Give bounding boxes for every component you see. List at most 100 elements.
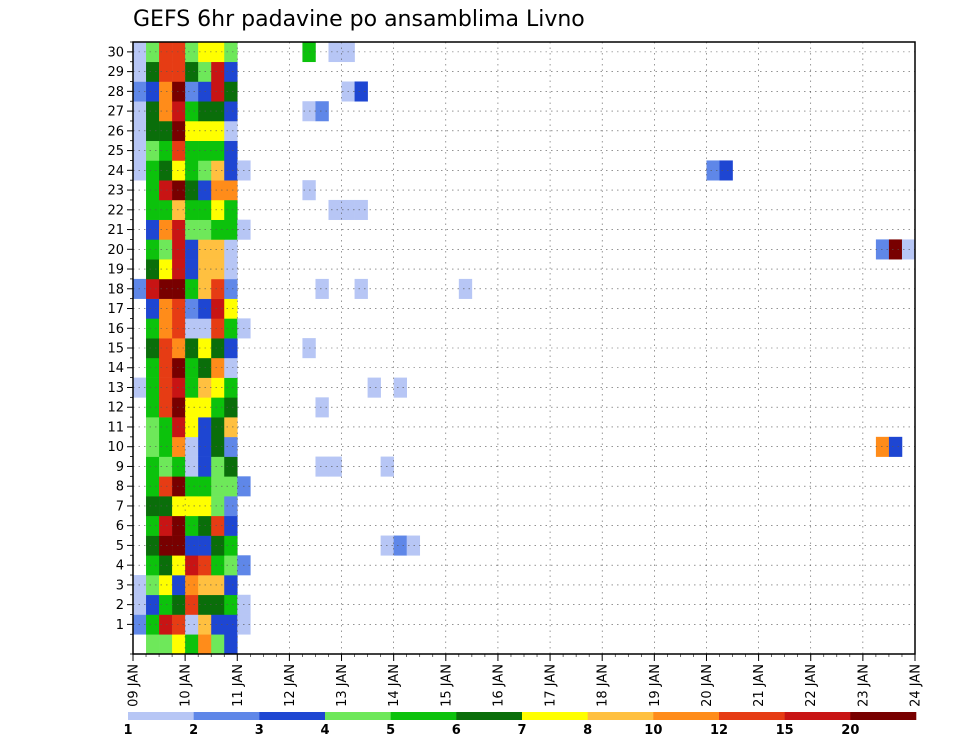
y-tick-label: 26 [107, 124, 124, 139]
heatmap-cell [172, 160, 186, 181]
y-tick-label: 22 [107, 203, 124, 218]
heatmap-cell [224, 614, 238, 635]
heatmap-cell [315, 397, 329, 418]
heatmap-cell [185, 318, 199, 339]
y-axis: 1234567891011121314151617181920212223242… [107, 41, 133, 655]
x-tick-label: 11 JAN [231, 664, 246, 707]
heatmap-cell [159, 318, 173, 339]
heatmap-cell [224, 61, 238, 82]
heatmap-cell [146, 515, 160, 536]
y-tick-label: 24 [107, 164, 124, 179]
y-tick-label: 14 [107, 361, 124, 376]
heatmap-cell [185, 397, 199, 418]
heatmap-cell [185, 61, 199, 82]
heatmap-cell [211, 634, 225, 655]
heatmap-cell [146, 199, 160, 220]
colorbar-label: 10 [644, 723, 662, 738]
heatmap-cell [146, 357, 160, 378]
heatmap-cell [159, 259, 173, 280]
heatmap-cell [211, 318, 225, 339]
heatmap-cell [185, 180, 199, 201]
heatmap-cell [146, 140, 160, 161]
heatmap-cell [328, 42, 342, 63]
gridlines [133, 42, 915, 654]
heatmap-cell [146, 318, 160, 339]
colorbar-swatch [587, 712, 654, 720]
heatmap-cell [185, 120, 199, 142]
heatmap-cell [211, 555, 225, 576]
colorbar-swatch [653, 712, 720, 720]
heatmap-cell [185, 515, 199, 536]
heatmap-cell [159, 101, 173, 122]
heatmap-cell [315, 456, 329, 477]
heatmap-cell [146, 417, 160, 438]
heatmap-cell [224, 199, 238, 220]
heatmap-cell [172, 298, 186, 319]
heatmap-cell [146, 594, 160, 615]
heatmap-cell [172, 397, 186, 418]
heatmap-cell [146, 634, 160, 655]
heatmap-cell [146, 61, 160, 82]
heatmap-cell [172, 81, 186, 102]
heatmap-cell [146, 456, 160, 477]
heatmap-cell [172, 357, 186, 378]
heatmap-cell [211, 614, 225, 635]
heatmap-cell [146, 397, 160, 418]
heatmap-cell [146, 239, 160, 260]
heatmap-cell [224, 42, 238, 63]
heatmap-cell [185, 278, 199, 299]
heatmap-cell [172, 101, 186, 122]
y-tick-label: 7 [116, 499, 124, 514]
heatmap-cell [172, 42, 186, 63]
heatmap-cell [211, 259, 225, 280]
y-tick-label: 19 [107, 263, 124, 278]
x-tick-label: 16 JAN [491, 664, 506, 707]
heatmap-cell [185, 239, 199, 260]
heatmap-cell [146, 120, 160, 142]
heatmap-cell [211, 278, 225, 299]
heatmap-cells [133, 42, 916, 655]
heatmap-cell [146, 555, 160, 576]
heatmap-cell [185, 476, 199, 497]
heatmap-cell [211, 199, 225, 220]
heatmap-cell [172, 436, 186, 457]
y-tick-label: 29 [107, 65, 124, 80]
heatmap-cell [159, 476, 173, 497]
heatmap-cell [211, 456, 225, 477]
heatmap-cell [211, 298, 225, 319]
y-tick-label: 6 [116, 519, 124, 534]
colorbar-label: 7 [517, 723, 526, 738]
heatmap-cell [146, 298, 160, 319]
heatmap-cell [185, 456, 199, 477]
colorbar-label: 15 [776, 723, 794, 738]
heatmap-cell [224, 535, 238, 556]
heatmap-cell [172, 239, 186, 260]
x-tick-label: 21 JAN [752, 664, 767, 707]
heatmap-cell [875, 239, 890, 260]
y-tick-label: 13 [107, 381, 124, 396]
heatmap-cell [159, 199, 173, 220]
heatmap-cell [224, 397, 238, 418]
heatmap-cell [159, 160, 173, 181]
colorbar-label: 2 [189, 723, 198, 738]
heatmap-cell [159, 594, 173, 615]
heatmap-cell [224, 515, 238, 536]
heatmap-cell [185, 575, 199, 596]
heatmap-cell [224, 634, 238, 655]
heatmap-cell [185, 199, 199, 220]
heatmap-cell [159, 278, 173, 299]
heatmap-cell [185, 338, 199, 359]
heatmap-cell [185, 496, 199, 517]
heatmap-cell [211, 140, 225, 161]
colorbar-label: 8 [583, 723, 592, 738]
heatmap-cell [328, 199, 342, 220]
colorbar-label: 20 [841, 723, 859, 738]
heatmap-cell [211, 120, 225, 142]
heatmap-cell [185, 634, 199, 655]
heatmap-cell [185, 436, 199, 457]
x-tick-label: 19 JAN [648, 664, 663, 707]
heatmap-cell [172, 614, 186, 635]
heatmap-cell [172, 476, 186, 497]
y-tick-label: 16 [107, 322, 124, 337]
